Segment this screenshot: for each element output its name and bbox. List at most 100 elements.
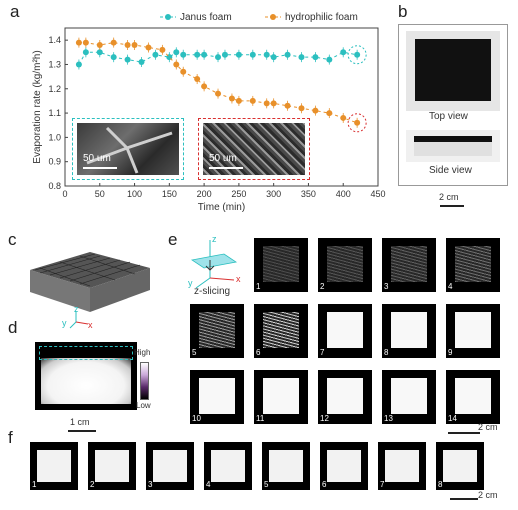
- data-point: [138, 59, 145, 66]
- panel-label-d: d: [8, 318, 18, 337]
- data-point: [215, 90, 222, 97]
- x-tick-label: 400: [336, 189, 351, 199]
- panel-f-tile: 5: [262, 442, 310, 490]
- plot-frame: [64, 27, 379, 187]
- data-point: [249, 97, 256, 104]
- slice-number: 11: [256, 414, 265, 423]
- data-point: [228, 95, 235, 102]
- data-point: [215, 54, 222, 61]
- data-point: [235, 51, 242, 58]
- data-point: [354, 119, 361, 126]
- x-tick-label: 50: [95, 189, 105, 199]
- z-slice-tile: 14: [446, 370, 500, 424]
- z-slice-tile: 13: [382, 370, 436, 424]
- panel-f-tile: 8: [436, 442, 484, 490]
- data-point: [194, 76, 201, 83]
- y-axis-label: Evaporation rate (kg/m²h): [32, 50, 43, 163]
- slice-number: 7: [320, 348, 325, 357]
- slice-image: [455, 378, 491, 414]
- x-tick-label: 0: [62, 189, 67, 199]
- panel-c-axis-z: z: [74, 304, 79, 314]
- panel-f-slice-number: 2: [90, 480, 95, 489]
- x-tick-label: 350: [301, 189, 316, 199]
- slice-number: 14: [448, 414, 457, 423]
- panel-f-tile: 7: [378, 442, 426, 490]
- x-tick-label: 150: [162, 189, 177, 199]
- x-tick-label: 250: [231, 189, 246, 199]
- slice-number: 13: [384, 414, 393, 423]
- data-point: [75, 39, 82, 46]
- panel-label-a: a: [10, 2, 20, 21]
- panel-f-slice-image: [385, 450, 419, 482]
- data-point: [221, 51, 228, 58]
- x-tick-label: 100: [127, 189, 142, 199]
- panel-b-scalebar-label: 2 cm: [439, 192, 459, 202]
- panel-e-axis-y: y: [188, 278, 193, 288]
- data-point: [110, 39, 117, 46]
- data-point: [270, 100, 277, 107]
- panel-f-slice-image: [269, 450, 303, 482]
- data-point: [96, 42, 103, 49]
- data-point: [124, 56, 131, 63]
- top-view-label: Top view: [429, 111, 468, 122]
- panel-f-slice-image: [211, 450, 245, 482]
- highlight-janus-end: [347, 45, 367, 65]
- x-tick-label: 300: [266, 189, 281, 199]
- y-tick-label: 1.2: [48, 84, 61, 94]
- data-point: [298, 54, 305, 61]
- panel-f-tile: 1: [30, 442, 78, 490]
- legend-label: hydrophilic foam: [285, 12, 358, 23]
- panel-e-axis-z: z: [212, 234, 217, 244]
- panel-f-slice-number: 6: [322, 480, 327, 489]
- z-slicing-diagram: [190, 240, 238, 289]
- foam-side-photo: [406, 130, 500, 162]
- panel-c-axis-x: x: [88, 320, 93, 330]
- data-point: [201, 51, 208, 58]
- data-point: [82, 39, 89, 46]
- slice-number: 12: [320, 414, 329, 423]
- y-tick-label: 0.8: [48, 181, 61, 191]
- slice-number: 2: [320, 282, 325, 291]
- data-point: [312, 54, 319, 61]
- x-tick-label: 200: [197, 189, 212, 199]
- panel-f-slice-number: 8: [438, 480, 443, 489]
- panel-c-axes-icon: [69, 311, 89, 329]
- y-tick-label: 1.1: [48, 108, 61, 118]
- z-slice-tile: 7: [318, 304, 372, 358]
- slice-image: [263, 312, 299, 348]
- legend-marker: [165, 14, 171, 20]
- slice-image: [199, 312, 235, 348]
- data-point: [340, 49, 347, 56]
- panel-f-slice-image: [37, 450, 71, 482]
- data-point: [326, 110, 333, 117]
- data-point: [284, 102, 291, 109]
- panel-c-axis-y: y: [62, 318, 67, 328]
- slice-number: 6: [256, 348, 261, 357]
- legend-label: Janus foam: [180, 12, 232, 23]
- panel-f-scalebar-label: 2 cm: [478, 490, 498, 500]
- z-slice-tile: 2: [318, 238, 372, 292]
- slice-image: [455, 246, 491, 282]
- slice-number: 8: [384, 348, 389, 357]
- z-slicing-label: z-slicing: [194, 286, 231, 297]
- data-point: [298, 105, 305, 112]
- slice-image: [455, 312, 491, 348]
- slice-image: [263, 378, 299, 414]
- panel-f-tile: 2: [88, 442, 136, 490]
- slice-image: [199, 378, 235, 414]
- inset-hydrophilic-scalebar-label: 50 um: [209, 153, 237, 164]
- panel-e-axis-x: x: [236, 274, 241, 284]
- panel-e-scalebar-label: 2 cm: [478, 422, 498, 432]
- y-tick-label: 1.3: [48, 59, 61, 69]
- z-slice-tile: 4: [446, 238, 500, 292]
- inset-janus-scalebar-label: 50 um: [83, 153, 111, 164]
- z-slice-tile: 6: [254, 304, 308, 358]
- y-tick-label: 0.9: [48, 157, 61, 167]
- colorbar-low: Low: [136, 401, 151, 410]
- panel-f-slice-number: 3: [148, 480, 153, 489]
- data-point: [284, 51, 291, 58]
- inset-janus-scalebar: [83, 167, 117, 169]
- data-point: [235, 97, 242, 104]
- slice-image: [327, 246, 363, 282]
- data-point: [180, 68, 187, 75]
